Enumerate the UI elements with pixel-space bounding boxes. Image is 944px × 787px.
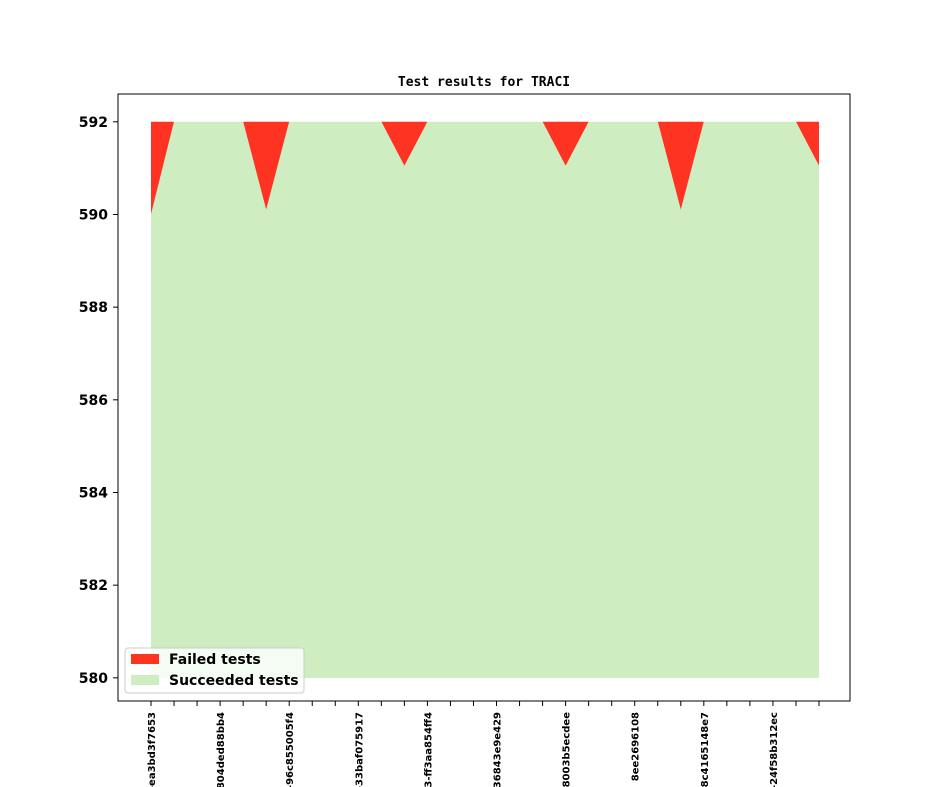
- chart-title: Test results for TRACI: [398, 75, 570, 90]
- legend: Failed tests Succeeded tests: [124, 647, 305, 694]
- y-tick-label: 590: [79, 207, 108, 223]
- x-tick-label: 36843e9e429: [493, 712, 504, 787]
- legend-swatch-succeeded: [131, 675, 159, 685]
- y-tick-label: 580: [79, 671, 108, 687]
- legend-label-succeeded: Succeeded tests: [169, 673, 299, 689]
- legend-label-failed: Failed tests: [169, 652, 261, 668]
- x-tick-label: 8c4165148e7: [700, 712, 711, 787]
- y-tick-label: 582: [79, 578, 108, 594]
- x-tick-label: 3-ff3aa854ff4: [423, 712, 434, 787]
- x-axis: -ea3bd3f7653 804ded88bb4 -96c855005f4 -33ba…: [147, 701, 820, 787]
- legend-box: [124, 647, 305, 694]
- x-tick-label: 804ded88bb4: [216, 712, 227, 787]
- y-tick-label: 592: [79, 115, 108, 131]
- y-axis: 580 582 584 586 588 590 592: [79, 115, 118, 687]
- y-tick-label: 584: [79, 485, 108, 501]
- x-tick-label: -24f58b312ec: [769, 712, 780, 787]
- y-tick-label: 588: [79, 300, 108, 316]
- areas-layer: [151, 121, 819, 678]
- x-tick-label: -ea3bd3f7653: [147, 712, 158, 787]
- x-tick-label: -33baf075917: [354, 712, 365, 787]
- series-succeeded-area: [151, 121, 819, 678]
- x-tick-label: -96c855005f4: [285, 712, 296, 787]
- y-tick-label: 586: [79, 393, 108, 409]
- x-tick-label: 8ee2696108: [631, 712, 642, 781]
- series-failed-area: [151, 121, 819, 215]
- x-tick-label: 8003b5ecdee: [562, 712, 573, 787]
- legend-swatch-failed: [131, 654, 159, 664]
